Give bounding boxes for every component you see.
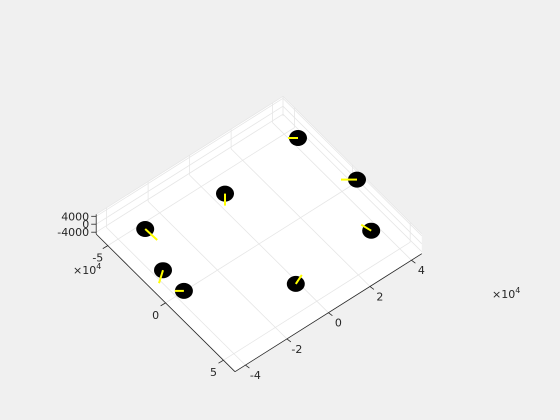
box-edge-top-left (95, 95, 284, 215)
z-tick-label: 0 (82, 218, 89, 231)
x-tick-mark (102, 245, 109, 249)
grid-line-y (189, 174, 329, 313)
x-tick-label: 0 (152, 309, 159, 322)
y-tick-label: -4 (250, 369, 261, 382)
grid-line-y (230, 148, 371, 287)
y-tick-label: 0 (335, 317, 342, 330)
x-axis-multiplier: ×104 (73, 262, 101, 277)
marker-direction-line (158, 269, 164, 284)
y-tick-mark (369, 286, 375, 290)
grid-line-z-wall (282, 98, 423, 237)
z-tick-label: -4000 (57, 226, 89, 239)
y-tick-mark (328, 312, 333, 317)
y-tick-label: -2 (291, 343, 302, 356)
z-tick-label: 4000 (61, 210, 89, 223)
grid-line-y (106, 227, 246, 366)
grid-line-z (95, 105, 284, 225)
y-tick-mark (245, 364, 250, 369)
marker-direction-line (144, 228, 158, 241)
y-tick-mark (411, 259, 416, 264)
y-tick-mark (286, 338, 292, 343)
grid-line-z (95, 113, 284, 233)
grid-line-y (147, 201, 288, 340)
box-edge-top-right (282, 96, 423, 235)
marker-direction-line (294, 274, 303, 285)
x-tick-label: -5 (92, 252, 103, 265)
y-tick-label: 2 (376, 290, 383, 303)
grid-line-z (95, 97, 284, 217)
x-tick-mark (218, 359, 224, 364)
y-axis-multiplier: ×104 (492, 286, 520, 301)
y-tick-label: 4 (418, 264, 425, 277)
x-tick-mark (160, 302, 166, 307)
x-tick-label: 5 (210, 366, 217, 379)
marker-direction-line (360, 223, 372, 232)
